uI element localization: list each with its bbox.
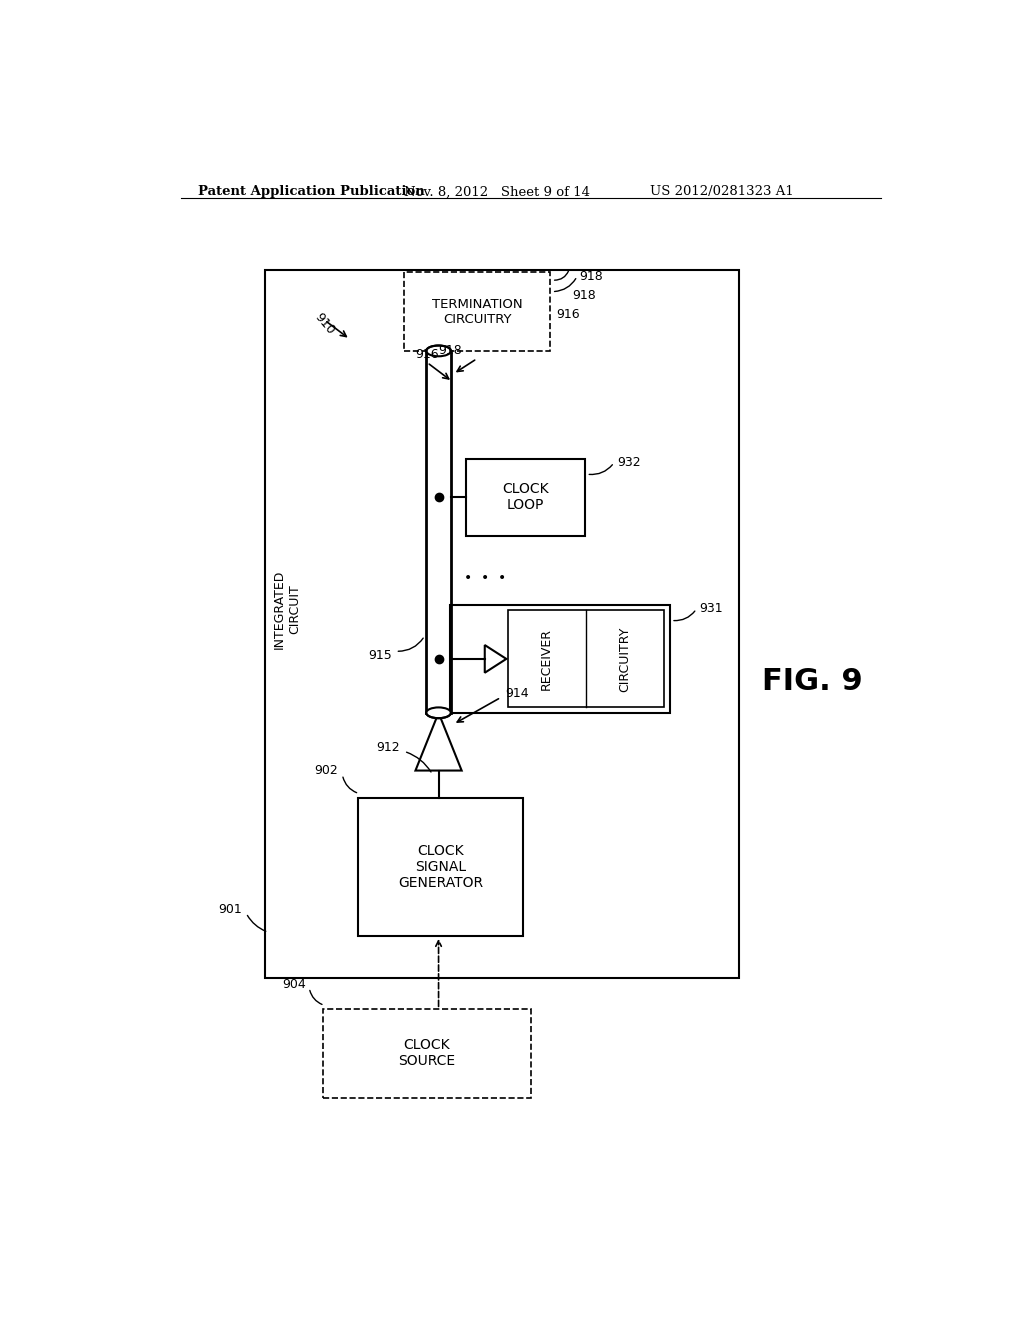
Bar bbox=[451, 605, 670, 713]
Text: 914: 914 bbox=[505, 686, 528, 700]
Text: INTEGRATED
CIRCUIT: INTEGRATED CIRCUIT bbox=[272, 569, 301, 648]
Ellipse shape bbox=[426, 346, 451, 356]
Bar bbox=[265, 271, 739, 978]
Text: 912: 912 bbox=[377, 741, 400, 754]
Text: 901: 901 bbox=[218, 903, 243, 916]
Text: 904: 904 bbox=[283, 978, 306, 991]
Bar bbox=[508, 610, 665, 708]
Text: Patent Application Publication: Patent Application Publication bbox=[199, 185, 425, 198]
Text: FIG. 9: FIG. 9 bbox=[762, 668, 862, 697]
Bar bbox=[466, 459, 585, 536]
Text: 931: 931 bbox=[698, 602, 723, 615]
Text: CLOCK
LOOP: CLOCK LOOP bbox=[502, 482, 549, 512]
FancyBboxPatch shape bbox=[323, 1010, 531, 1098]
Text: Nov. 8, 2012   Sheet 9 of 14: Nov. 8, 2012 Sheet 9 of 14 bbox=[403, 185, 590, 198]
Text: 902: 902 bbox=[314, 764, 339, 777]
Text: TERMINATION
CIRCUITRY: TERMINATION CIRCUITRY bbox=[432, 297, 522, 326]
Text: 916: 916 bbox=[556, 308, 580, 321]
FancyBboxPatch shape bbox=[403, 272, 550, 351]
Text: 910: 910 bbox=[311, 310, 337, 337]
Text: CLOCK
SIGNAL
GENERATOR: CLOCK SIGNAL GENERATOR bbox=[398, 843, 483, 890]
Text: US 2012/0281323 A1: US 2012/0281323 A1 bbox=[650, 185, 794, 198]
Text: 918: 918 bbox=[571, 289, 596, 302]
Bar bbox=[357, 797, 523, 936]
Text: CIRCUITRY: CIRCUITRY bbox=[618, 626, 632, 692]
Ellipse shape bbox=[426, 708, 451, 718]
Text: 932: 932 bbox=[617, 455, 641, 469]
Text: 916: 916 bbox=[416, 348, 439, 362]
Text: •  •  •: • • • bbox=[464, 572, 506, 585]
Text: RECEIVER: RECEIVER bbox=[541, 628, 553, 690]
Text: 918: 918 bbox=[580, 269, 603, 282]
Text: 918: 918 bbox=[438, 345, 462, 358]
Text: CLOCK
SOURCE: CLOCK SOURCE bbox=[398, 1038, 456, 1068]
Text: 915: 915 bbox=[368, 648, 391, 661]
